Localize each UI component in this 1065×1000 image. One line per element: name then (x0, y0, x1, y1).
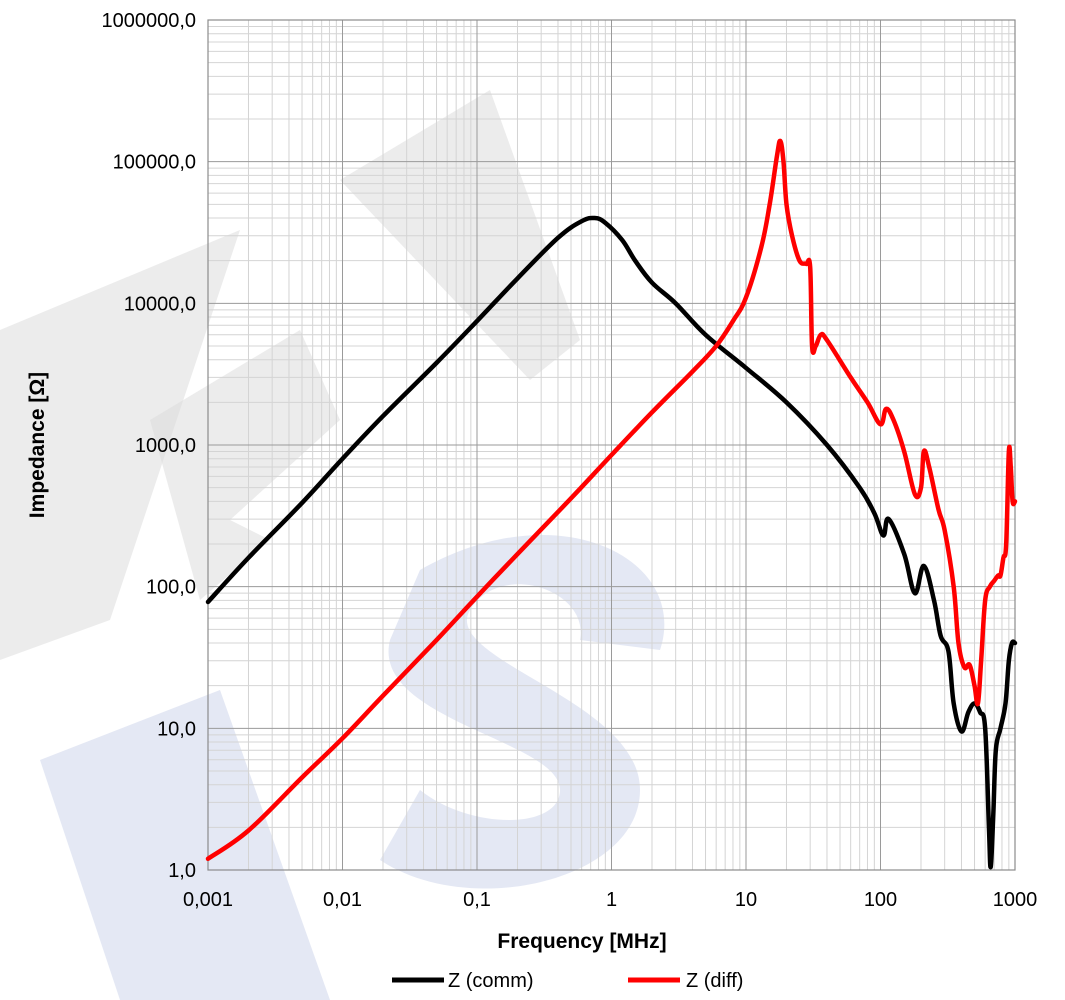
series-line-z-comm (205, 215, 1018, 870)
x-tick-label: 100 (864, 889, 897, 911)
watermark-brand-s (380, 534, 665, 889)
y-tick-label: 1,0 (168, 860, 196, 882)
legend-entry-label: Z (diff) (686, 970, 743, 992)
y-tick-label: 10000,0 (124, 293, 196, 315)
x-tick-label: 0,001 (183, 889, 233, 911)
y-tick-label: 1000000,0 (101, 10, 196, 32)
y-tick-label: 1000,0 (135, 435, 196, 457)
x-tick-label: 1000 (993, 889, 1038, 911)
x-tick-label: 0,01 (323, 889, 362, 911)
x-axis-title: Frequency [MHz] (497, 930, 666, 953)
y-axis-title: Impedance [Ω] (26, 372, 49, 518)
watermark-logo (0, 90, 665, 1000)
watermark-letter-f (150, 330, 340, 600)
watermark-letter-t (340, 90, 580, 380)
series-line-z-diff (205, 138, 1018, 862)
plot-area-border (207, 19, 1016, 871)
legend: Z (comm) Z (diff) (392, 970, 743, 992)
x-tick-label: 10 (735, 889, 757, 911)
x-tick-label: 0,1 (463, 889, 491, 911)
watermark-letter-a (0, 230, 240, 660)
series-layer (205, 138, 1018, 870)
legend-entry-label: Z (comm) (448, 970, 534, 992)
chart-grid (207, 19, 1016, 871)
y-tick-label: 10,0 (157, 718, 196, 740)
x-axis-tick-labels: 0,001 0,01 0,1 1 10 100 1000 (183, 889, 1037, 911)
y-tick-label: 100000,0 (113, 152, 196, 174)
x-tick-label: 1 (606, 889, 617, 911)
plot-frame (207, 19, 1016, 871)
watermark-brand-stroke (40, 690, 330, 1000)
y-axis-tick-labels: 1,0 10,0 100,0 1000,0 10000,0 100000,0 1000000… (101, 10, 196, 882)
y-tick-label: 100,0 (146, 577, 196, 599)
